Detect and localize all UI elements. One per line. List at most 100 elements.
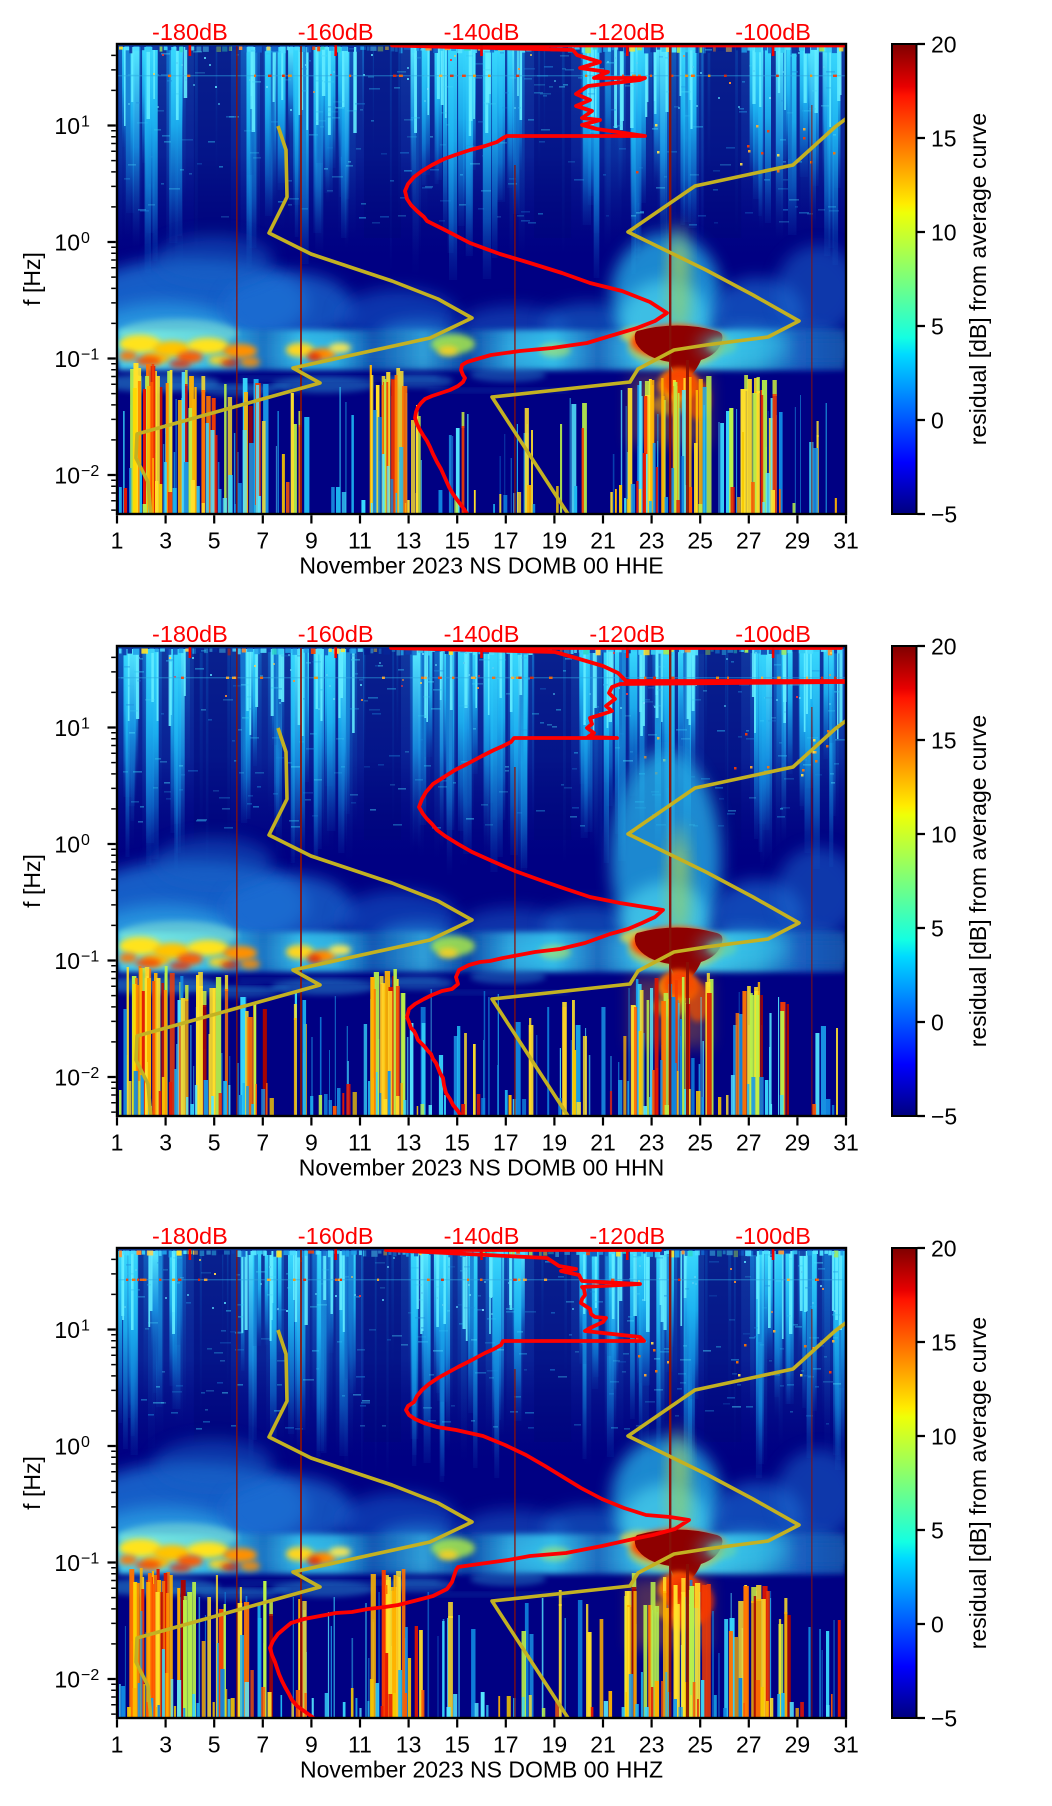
svg-text:-140dB: -140dB [444,621,520,647]
svg-text:−1: −1 [81,949,99,966]
svg-text:25: 25 [687,1130,713,1156]
svg-text:5: 5 [208,1732,221,1758]
svg-text:-100dB: -100dB [735,19,811,45]
svg-text:5: 5 [931,313,944,339]
svg-text:13: 13 [396,528,422,554]
svg-text:-180dB: -180dB [152,19,228,45]
svg-text:−2: −2 [81,1667,99,1684]
svg-text:-100dB: -100dB [735,1223,811,1249]
svg-text:f [Hz]: f [Hz] [19,854,45,908]
svg-text:−2: −2 [81,1065,99,1082]
svg-text:10: 10 [931,1423,957,1449]
svg-text:10: 10 [54,1550,80,1576]
svg-text:−2: −2 [81,463,99,480]
svg-text:−1: −1 [81,347,99,364]
svg-text:10: 10 [54,1065,80,1091]
svg-text:21: 21 [590,1732,616,1758]
svg-text:f [Hz]: f [Hz] [19,1456,45,1510]
svg-text:15: 15 [931,1329,957,1355]
svg-text:-160dB: -160dB [298,1223,374,1249]
svg-text:13: 13 [396,1130,422,1156]
svg-text:21: 21 [590,528,616,554]
svg-text:-120dB: -120dB [589,19,665,45]
svg-text:27: 27 [736,1130,762,1156]
svg-text:27: 27 [736,528,762,554]
svg-text:19: 19 [542,528,568,554]
svg-text:3: 3 [159,528,172,554]
svg-text:0: 0 [81,230,90,247]
svg-text:0: 0 [931,407,944,433]
svg-text:15: 15 [931,125,957,151]
svg-text:23: 23 [639,528,665,554]
svg-text:9: 9 [305,528,318,554]
svg-text:31: 31 [833,1732,859,1758]
svg-text:17: 17 [493,1732,519,1758]
svg-text:11: 11 [348,528,372,554]
svg-text:29: 29 [785,528,811,554]
svg-text:20: 20 [931,1235,957,1261]
svg-text:3: 3 [159,1130,172,1156]
svg-text:residual [dB] from average cur: residual [dB] from average curve [965,715,991,1047]
svg-text:25: 25 [687,528,713,554]
svg-text:-180dB: -180dB [152,1223,228,1249]
svg-text:−5: −5 [931,1103,957,1129]
svg-text:31: 31 [833,528,859,554]
svg-text:5: 5 [208,1130,221,1156]
svg-text:0: 0 [931,1611,944,1637]
svg-text:November 2023 NS DOMB 00 HHZ: November 2023 NS DOMB 00 HHZ [300,1757,663,1783]
svg-text:31: 31 [833,1130,859,1156]
svg-text:1: 1 [111,528,124,554]
svg-text:10: 10 [54,948,80,974]
svg-text:20: 20 [931,633,957,659]
svg-text:10: 10 [54,1317,80,1343]
svg-text:1: 1 [111,1732,124,1758]
svg-text:10: 10 [54,1434,80,1460]
svg-text:−5: −5 [931,1705,957,1731]
svg-text:11: 11 [348,1130,372,1156]
svg-text:1: 1 [81,114,90,131]
svg-text:0: 0 [81,832,90,849]
svg-text:9: 9 [305,1130,318,1156]
svg-text:-140dB: -140dB [444,19,520,45]
svg-text:17: 17 [493,1130,519,1156]
svg-text:17: 17 [493,528,519,554]
svg-text:−5: −5 [931,501,957,527]
svg-text:10: 10 [54,463,80,489]
svg-text:3: 3 [159,1732,172,1758]
svg-text:27: 27 [736,1732,762,1758]
svg-text:10: 10 [54,832,80,858]
svg-text:−1: −1 [81,1551,99,1568]
svg-text:residual [dB] from average cur: residual [dB] from average curve [965,1317,991,1649]
svg-text:29: 29 [785,1732,811,1758]
svg-text:7: 7 [256,528,269,554]
svg-text:1: 1 [111,1130,124,1156]
svg-text:19: 19 [542,1732,568,1758]
svg-text:10: 10 [931,821,957,847]
svg-text:15: 15 [444,1130,470,1156]
svg-text:f [Hz]: f [Hz] [19,252,45,306]
svg-text:-180dB: -180dB [152,621,228,647]
svg-text:5: 5 [931,915,944,941]
svg-text:15: 15 [444,1732,470,1758]
svg-text:-140dB: -140dB [444,1223,520,1249]
svg-text:10: 10 [54,715,80,741]
svg-text:21: 21 [590,1130,616,1156]
svg-text:11: 11 [348,1732,372,1758]
svg-text:November 2023 NS DOMB 00 HHE: November 2023 NS DOMB 00 HHE [299,553,663,579]
svg-text:15: 15 [931,727,957,753]
svg-text:0: 0 [81,1434,90,1451]
svg-text:5: 5 [931,1517,944,1543]
svg-text:-100dB: -100dB [735,621,811,647]
svg-text:25: 25 [687,1732,713,1758]
svg-text:1: 1 [81,1318,90,1335]
svg-text:20: 20 [931,31,957,57]
svg-text:10: 10 [54,1667,80,1693]
svg-text:1: 1 [81,716,90,733]
svg-text:-120dB: -120dB [589,1223,665,1249]
svg-text:10: 10 [54,230,80,256]
svg-text:November 2023 NS DOMB 00 HHN: November 2023 NS DOMB 00 HHN [299,1155,665,1181]
svg-text:10: 10 [54,346,80,372]
svg-text:5: 5 [208,528,221,554]
svg-text:7: 7 [256,1130,269,1156]
svg-text:9: 9 [305,1732,318,1758]
